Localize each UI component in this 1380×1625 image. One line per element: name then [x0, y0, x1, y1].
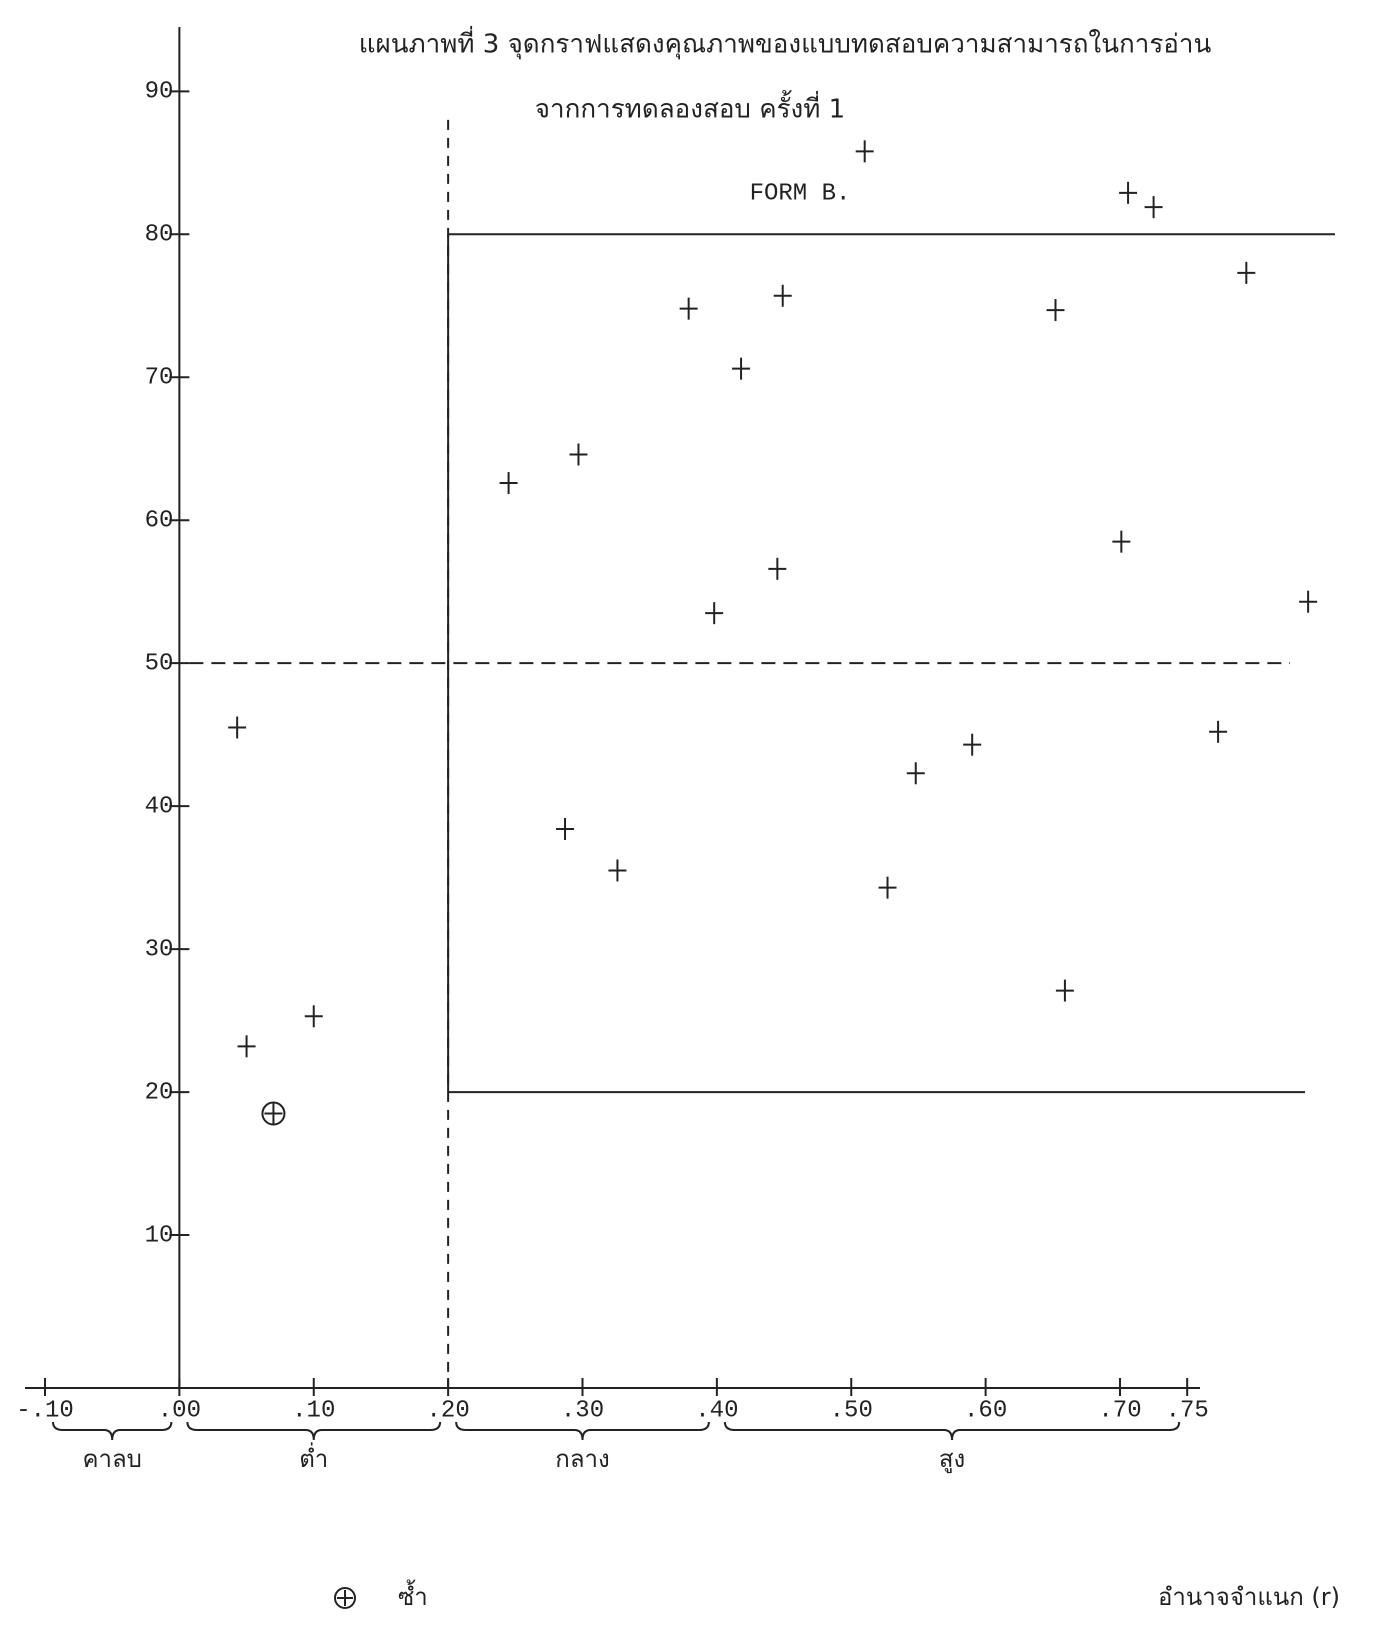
chart-subtitle: จากการทดลองสอบ ครั้งที่ 1: [535, 90, 845, 125]
point: [1046, 299, 1065, 322]
point: [679, 297, 698, 320]
x-tick-label: .10: [292, 1397, 335, 1424]
point: [237, 1035, 256, 1058]
y-tick-label: 30: [145, 936, 174, 963]
x-axis-label: อำนาจจำแนก (r): [1158, 1583, 1340, 1611]
band-label: ต่ำ: [299, 1442, 328, 1473]
point: [1112, 530, 1131, 553]
point: [963, 733, 982, 756]
band-brace: [186, 1421, 442, 1441]
legend-label: ซ้ำ: [398, 1579, 428, 1611]
point: [499, 472, 518, 495]
y-tick-label: 60: [145, 508, 174, 535]
point: [304, 1005, 323, 1028]
x-tick-label: .30: [561, 1397, 604, 1424]
point: [1209, 720, 1228, 743]
point: [1237, 261, 1256, 284]
legend: ซ้ำ: [334, 1579, 428, 1611]
x-tick-label: .75: [1166, 1397, 1209, 1424]
band-brace: [455, 1421, 710, 1441]
point: [906, 762, 925, 785]
y-tick-label: 90: [145, 79, 174, 106]
y-tick-label: 80: [145, 222, 174, 249]
chart-title: แผนภาพที่ 3 จุดกราฟแสดงคุณภาพของแบบทดสอบ…: [359, 26, 1212, 60]
band-label: กลาง: [555, 1445, 609, 1473]
x-tick-label: .50: [830, 1397, 873, 1424]
point: [705, 602, 724, 625]
point: [1055, 979, 1074, 1002]
x-tick-label: .60: [964, 1397, 1007, 1424]
y-tick-label: 20: [145, 1079, 174, 1106]
band-brace: [723, 1421, 1181, 1441]
legend-symbol: [334, 1587, 356, 1609]
x-tick-label: .40: [695, 1397, 738, 1424]
point: [608, 859, 627, 882]
band-label: คาลบ: [82, 1445, 141, 1473]
y-tick-label: 50: [145, 651, 174, 678]
band-brace: [52, 1421, 173, 1441]
point: [569, 443, 588, 466]
annotation: FORM B.: [750, 180, 851, 207]
x-tick-label: .00: [158, 1397, 201, 1424]
x-tick-label: .70: [1098, 1397, 1141, 1424]
y-tick-label: 10: [145, 1222, 174, 1249]
point: [768, 557, 787, 580]
point: [228, 716, 247, 739]
point: [732, 357, 751, 380]
point: [1144, 196, 1163, 219]
point: [855, 140, 874, 163]
point: [261, 1101, 286, 1126]
y-tick-label: 70: [145, 365, 174, 392]
point: [773, 284, 792, 307]
point: [1119, 181, 1138, 204]
x-tick-label: -.10: [16, 1397, 74, 1424]
x-tick-label: .20: [427, 1397, 470, 1424]
point: [878, 876, 897, 899]
point: [556, 818, 575, 841]
y-tick-label: 40: [145, 793, 174, 820]
band-label: สูง: [939, 1445, 965, 1474]
point-part: [261, 1101, 286, 1126]
point: [1299, 590, 1318, 613]
